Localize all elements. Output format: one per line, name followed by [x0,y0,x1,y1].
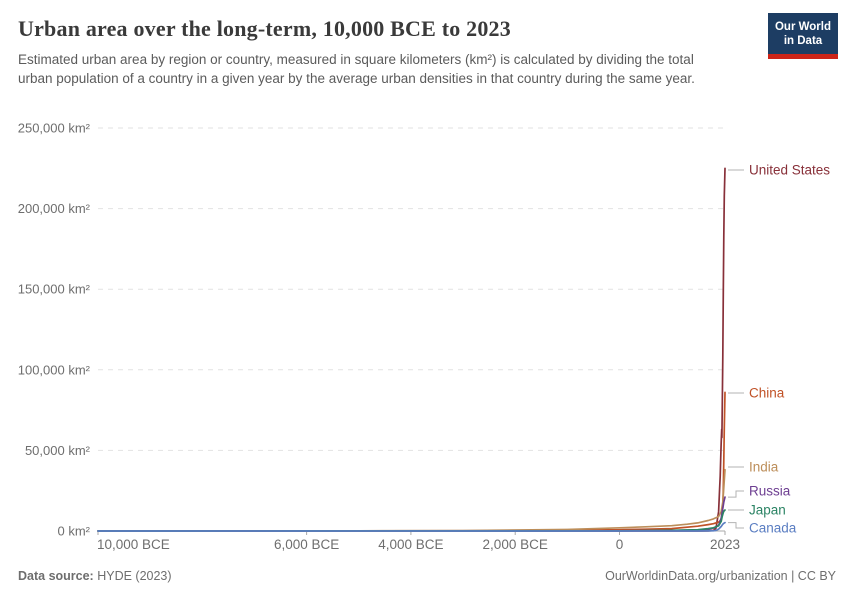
y-tick-label: 100,000 km² [18,362,91,377]
y-tick-label: 150,000 km² [18,282,91,297]
y-tick-label: 250,000 km² [18,121,91,136]
series-label-japan[interactable]: Japan [749,503,786,518]
x-tick-label: 4,000 BCE [378,537,443,552]
x-tick-label: 6,000 BCE [274,537,339,552]
x-tick-label: 2,000 BCE [483,537,548,552]
page-title: Urban area over the long-term, 10,000 BC… [18,16,511,41]
y-tick-label: 0 km² [58,524,91,539]
chart-footer: Data source: HYDE (2023) OurWorldinData.… [18,569,836,583]
series-label-canada[interactable]: Canada [749,521,797,536]
series-label-india[interactable]: India [749,460,779,475]
x-tick-label: 10,000 BCE [97,537,170,552]
attribution-link[interactable]: OurWorldinData.org/urbanization | CC BY [605,569,836,583]
series-label-united-states[interactable]: United States [749,163,830,178]
x-tick-label: 2023 [710,537,740,552]
x-tick-label: 0 [616,537,624,552]
data-source-label: Data source: [18,569,94,583]
series-line-united-states [97,167,726,532]
owid-logo-line1: Our World [774,21,831,33]
series-line-india [97,468,726,532]
label-connector [728,522,744,529]
owid-logo[interactable]: Our World in Data [768,13,838,59]
data-source: Data source: HYDE (2023) [18,569,172,583]
y-tick-label: 200,000 km² [18,201,91,216]
series-line-russia [97,496,726,532]
series-label-russia[interactable]: Russia [749,484,791,499]
series-line-china [97,391,726,532]
label-connector [728,490,744,498]
chart-subtitle: Estimated urban area by region or countr… [18,52,695,86]
owid-logo-line2: in Data [783,35,823,47]
y-tick-label: 50,000 km² [25,443,91,458]
series-label-china[interactable]: China [749,386,785,401]
series-line-canada [97,521,726,532]
data-source-value: HYDE (2023) [93,569,172,583]
